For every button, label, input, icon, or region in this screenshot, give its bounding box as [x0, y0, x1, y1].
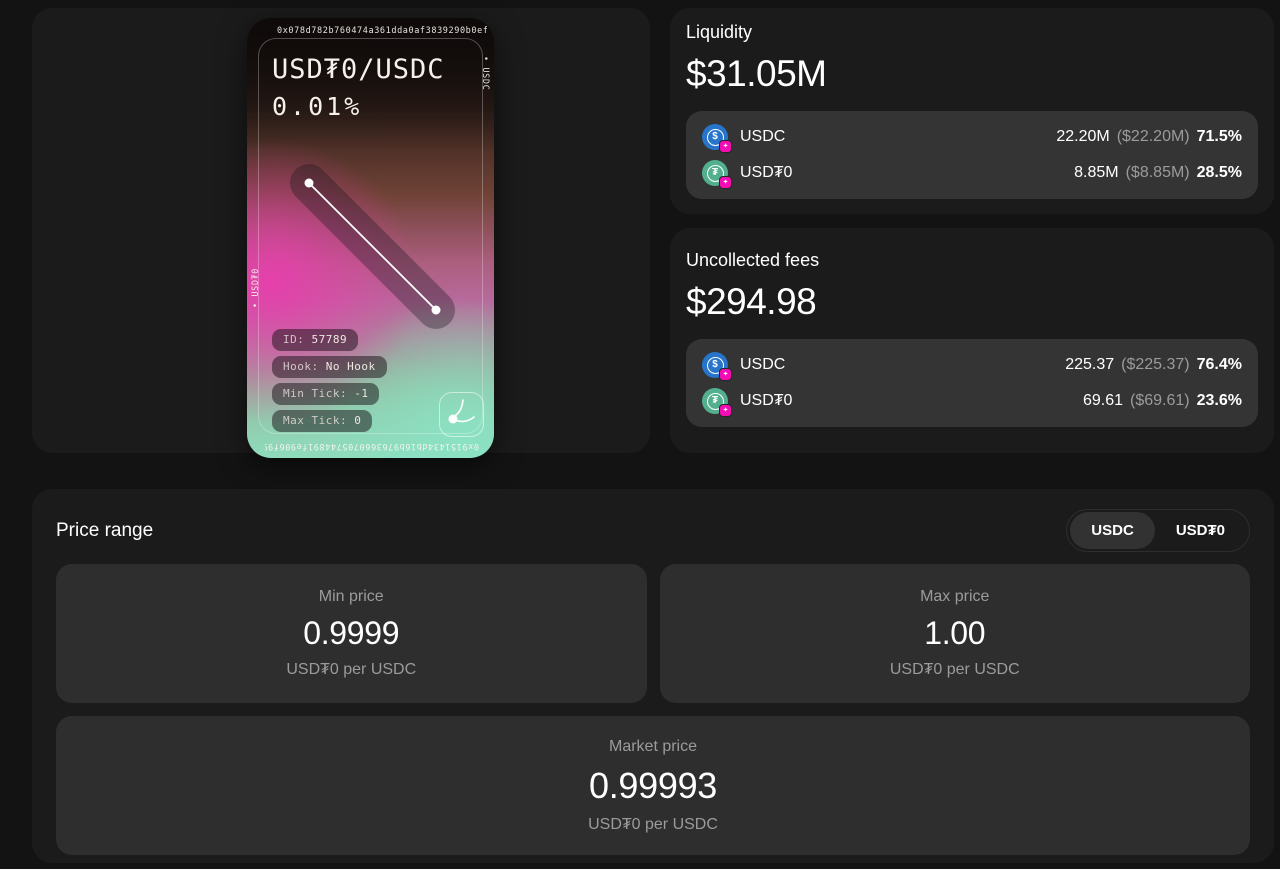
token-share: 23.6%	[1196, 392, 1242, 409]
price-range-panel: Price range USDC USD₮0 Min price 0.9999 …	[32, 489, 1274, 863]
min-price-value: 0.9999	[303, 615, 400, 651]
token-amount: 225.37	[1065, 356, 1115, 373]
position-nft-panel: 0x078d782b760474a361dda0af3839290b0ef57a…	[32, 8, 650, 458]
quote-token-toggle[interactable]: USDC USD₮0	[1066, 508, 1250, 552]
token-usd-value: ($22.20M)	[1116, 128, 1190, 145]
market-price-unit: USD₮0 per USDC	[588, 815, 718, 833]
position-nft-card: 0x078d782b760474a361dda0af3839290b0ef57a…	[247, 18, 494, 458]
nft-hook-pill: Hook: No Hook	[272, 356, 387, 378]
token0-address-text: 0x078d782b760474a361dda0af3839290b0ef57a…	[277, 26, 487, 36]
min-price-unit: USD₮0 per USDC	[286, 661, 417, 678]
liquidity-title: Liquidity	[686, 22, 753, 42]
market-price-card: Market price 0.99993 USD₮0 per USDC	[56, 716, 1250, 855]
market-price-label: Market price	[608, 737, 698, 755]
fees-breakdown-card: $ ✦ USDC 225.37 ($225.37) 76.4% ₮ ✦ USD₮…	[686, 339, 1258, 427]
nft-max-tick-pill: Max Tick: 0	[272, 410, 373, 432]
max-price-unit: USD₮0 per USDC	[889, 661, 1020, 678]
min-price-label: Min price	[318, 588, 384, 605]
unichain-badge-icon: ✦	[719, 140, 732, 153]
liquidity-breakdown-card: $ ✦ USDC 22.20M ($22.20M) 71.5% ₮ ✦ USD₮…	[686, 111, 1258, 199]
unichain-badge-icon: ✦	[719, 368, 732, 381]
max-price-value: 1.00	[924, 615, 986, 651]
token-share: 71.5%	[1196, 128, 1242, 145]
usdc-token-icon: $ ✦	[702, 124, 732, 153]
nft-range-curve-art	[290, 164, 455, 329]
token0-symbol-side-text: • USDC	[480, 56, 490, 91]
token-name: USD₮0	[740, 392, 793, 409]
toggle-option-usdc[interactable]: USDC	[1070, 511, 1155, 549]
table-row: ₮ ✦ USD₮0 8.85M ($8.85M) 28.5%	[702, 155, 1242, 191]
nft-metadata-pills: ID: 57789 Hook: No Hook Min Tick: -1 Max…	[272, 329, 387, 432]
price-range-title: Price range	[56, 520, 154, 541]
max-price-card: Max price 1.00 USD₮0 per USDC	[659, 564, 1250, 703]
table-row: ₮ ✦ USD₮0 69.61 ($69.61) 23.6%	[702, 383, 1242, 419]
max-price-label: Max price	[920, 588, 990, 605]
table-row: $ ✦ USDC 225.37 ($225.37) 76.4%	[702, 347, 1242, 383]
token-name: USDC	[740, 356, 786, 373]
token-usd-value: ($69.61)	[1130, 392, 1190, 409]
token-name: USD₮0	[740, 164, 793, 181]
token-name: USDC	[740, 128, 786, 145]
nft-min-tick-pill: Min Tick: -1	[272, 383, 380, 405]
token-amount: 8.85M	[1074, 164, 1119, 181]
mini-curve-icon	[439, 392, 484, 437]
market-price-value: 0.99993	[588, 764, 718, 806]
liquidity-value: $31.05M	[686, 53, 827, 94]
token-amount: 22.20M	[1056, 128, 1110, 145]
toggle-option-usdt0[interactable]: USD₮0	[1155, 512, 1246, 549]
usdc-token-icon: $ ✦	[702, 352, 732, 381]
uncollected-fees-panel: Uncollected fees $294.98 $ ✦ USDC 225.37…	[670, 228, 1274, 453]
nft-id-pill: ID: 57789	[272, 329, 359, 351]
usdt0-token-icon: ₮ ✦	[702, 388, 732, 417]
unichain-badge-icon: ✦	[719, 404, 732, 417]
token-share: 28.5%	[1196, 164, 1242, 181]
token-usd-value: ($8.85M)	[1125, 164, 1190, 181]
token-usd-value: ($225.37)	[1121, 356, 1190, 373]
token-share: 76.4%	[1196, 356, 1242, 373]
liquidity-panel: Liquidity $31.05M $ ✦ USDC 22.20M ($22.2…	[670, 8, 1274, 214]
usdt0-token-icon: ₮ ✦	[702, 160, 732, 189]
unichain-badge-icon: ✦	[719, 176, 732, 189]
table-row: $ ✦ USDC 22.20M ($22.20M) 71.5%	[702, 119, 1242, 155]
fees-title: Uncollected fees	[686, 250, 820, 270]
fees-value: $294.98	[686, 281, 817, 322]
token-amount: 69.61	[1082, 392, 1124, 409]
nft-fee-tier: 0.01%	[272, 92, 363, 121]
min-price-card: Min price 0.9999 USD₮0 per USDC	[56, 564, 647, 703]
nft-pair-title: USD₮0/USDC	[272, 54, 445, 85]
